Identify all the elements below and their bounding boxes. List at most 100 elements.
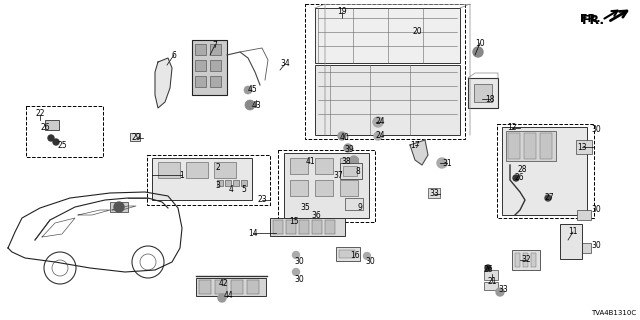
Bar [315,180,333,196]
Text: 34: 34 [280,60,290,68]
Bar [196,278,266,296]
Text: 9: 9 [358,203,362,212]
Bar [577,210,591,220]
Bar [524,133,536,159]
Text: 30: 30 [294,276,304,284]
Bar [474,84,492,102]
Circle shape [53,139,59,145]
Text: 24: 24 [375,131,385,140]
Bar [428,188,440,198]
Text: 29: 29 [131,133,141,142]
Text: 4: 4 [228,186,234,195]
Text: 5: 5 [241,186,246,195]
Text: 15: 15 [289,217,299,226]
Bar [484,270,498,280]
Text: 39: 39 [344,145,354,154]
Bar [315,158,333,174]
Bar [210,60,221,71]
Bar [523,253,528,267]
Text: 18: 18 [485,94,495,103]
Bar [577,243,591,253]
Text: 19: 19 [337,7,347,17]
Circle shape [513,175,519,181]
Bar [340,163,362,179]
Bar [343,166,357,176]
Bar [540,133,552,159]
Bar [339,250,355,258]
Bar [231,280,243,294]
Text: 28: 28 [517,165,527,174]
Text: 41: 41 [305,156,315,165]
Text: 42: 42 [218,279,228,289]
Text: 1: 1 [180,171,184,180]
Circle shape [244,86,252,94]
Text: 30: 30 [294,258,304,267]
Circle shape [473,47,483,57]
Bar [502,127,587,215]
Bar [192,40,227,95]
Text: 12: 12 [508,124,516,132]
Polygon shape [410,140,428,165]
Circle shape [114,202,124,212]
Text: 36: 36 [311,211,321,220]
Text: 26: 26 [40,123,50,132]
Bar [199,280,211,294]
Bar [233,180,239,186]
Bar [515,253,520,267]
Circle shape [245,100,255,110]
Bar [531,253,536,267]
Circle shape [344,144,352,152]
Bar [290,158,308,174]
Bar [290,180,308,196]
Bar [506,131,556,161]
Text: 30: 30 [365,258,375,267]
Bar [468,78,498,108]
Bar [26,106,103,157]
Text: 33: 33 [429,189,439,198]
Text: 43: 43 [251,101,261,110]
Text: 7: 7 [212,41,218,50]
Text: 35: 35 [300,203,310,212]
Bar [195,60,206,71]
Text: 30: 30 [591,205,601,214]
Text: 2: 2 [216,163,220,172]
Circle shape [374,132,382,140]
Text: 11: 11 [568,228,578,236]
Text: TVA4B1310C: TVA4B1310C [591,310,636,316]
Bar [576,140,592,154]
Text: 14: 14 [248,228,258,237]
Text: 13: 13 [577,142,587,151]
Bar [147,155,270,205]
Circle shape [48,135,54,141]
Text: FR.: FR. [580,14,600,24]
Text: 24: 24 [375,117,385,126]
Bar [284,153,369,218]
Circle shape [292,268,300,276]
Text: 23: 23 [257,196,267,204]
Bar [215,280,227,294]
Bar [340,158,358,174]
Bar [217,180,223,186]
Text: 26: 26 [514,173,524,182]
Bar [186,162,208,178]
Circle shape [485,265,491,271]
Text: 8: 8 [356,166,360,175]
Bar [195,76,206,87]
Bar [315,65,460,135]
Text: 37: 37 [333,171,343,180]
Bar [312,220,322,234]
Bar [214,162,236,178]
Bar [225,180,231,186]
Bar [210,44,221,55]
Bar [195,44,206,55]
Bar [484,282,498,290]
Bar [325,220,335,234]
Bar [286,220,296,234]
Circle shape [496,288,504,296]
Bar [210,76,221,87]
Text: 40: 40 [340,133,350,142]
Bar [270,218,345,236]
Bar [560,224,582,259]
Bar [497,124,594,218]
Text: 27: 27 [544,194,554,203]
